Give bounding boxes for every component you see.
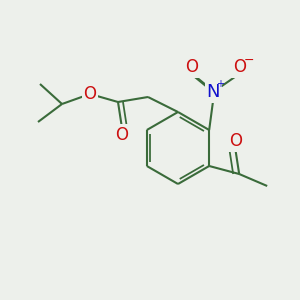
Text: O: O bbox=[83, 85, 97, 103]
Text: O: O bbox=[233, 58, 246, 76]
Text: +: + bbox=[216, 79, 224, 89]
Text: N: N bbox=[206, 83, 220, 101]
Text: −: − bbox=[244, 53, 254, 67]
Text: O: O bbox=[185, 58, 198, 76]
Text: O: O bbox=[116, 126, 128, 144]
Text: O: O bbox=[229, 132, 242, 150]
